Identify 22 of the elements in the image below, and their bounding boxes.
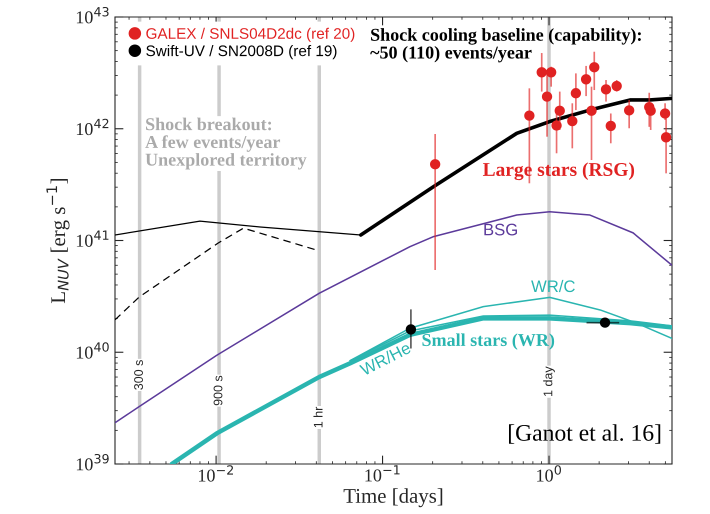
y-axis-title: L$_{NUV}$ [erg s$^{−1}$] xyxy=(46,178,70,304)
y-tick-label: 10$^{40}$ xyxy=(76,342,109,359)
legend-label: GALEX / SNLS04D2dc (ref 20) xyxy=(146,28,354,42)
annotation: [Ganot et al. 16] xyxy=(508,424,660,444)
legend-label: Swift-UV / SN2008D (ref 19) xyxy=(146,44,336,60)
x-tick-label: 10$^{−1}$ xyxy=(365,465,400,482)
y-tick-label: 10$^{43}$ xyxy=(76,6,109,24)
series-label: WR/C xyxy=(531,280,575,292)
annotation: Shock cooling baseline (capability): ~50 (110) events/year xyxy=(370,28,641,62)
x-axis-title: Time [days] xyxy=(344,488,442,508)
annotation: Shock breakout: A few events/year Unexplored territory xyxy=(145,118,307,170)
series-label: Small stars (WR) xyxy=(422,333,554,350)
ref-line-label: 1 day xyxy=(543,366,555,396)
y-tick-label: 10$^{39}$ xyxy=(76,454,109,470)
ref-line-label: 1 hr xyxy=(313,406,323,428)
x-tick-label: 10$^{0}$ xyxy=(537,465,561,482)
ref-line-label: 900 s xyxy=(214,376,222,406)
series-label: BSG xyxy=(484,224,517,236)
y-tick-label: 10$^{41}$ xyxy=(76,230,108,247)
y-tick-label: 10$^{42}$ xyxy=(76,118,108,136)
x-tick-label: 10$^{−2}$ xyxy=(198,465,233,482)
ref-line-label: 300 s xyxy=(134,360,143,390)
